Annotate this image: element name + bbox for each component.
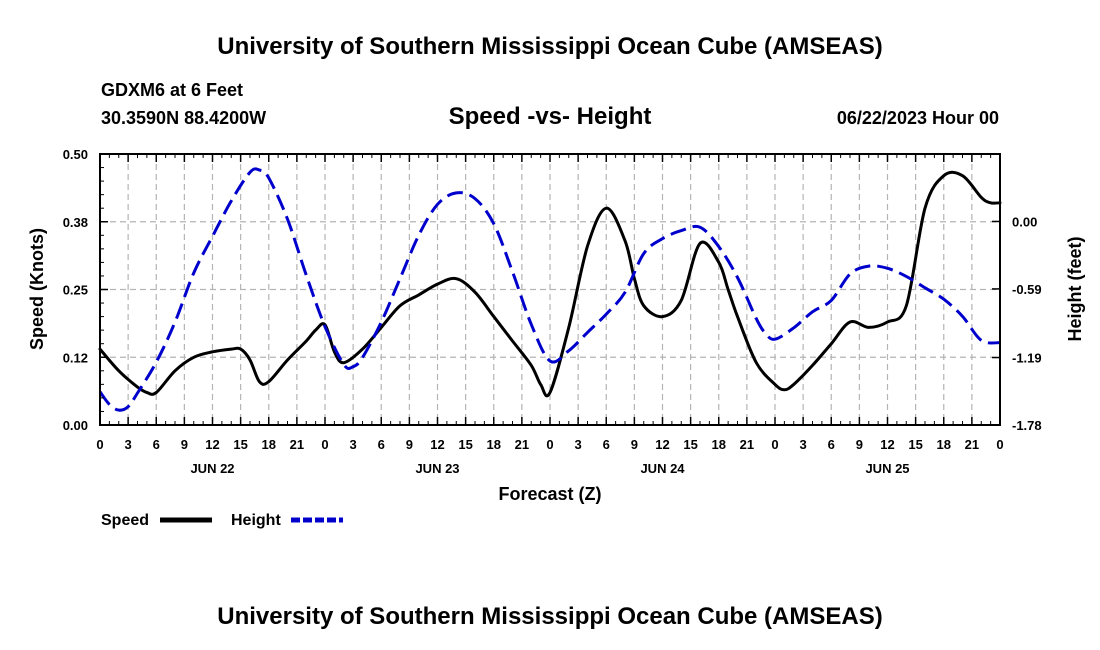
grid-lines (100, 154, 1000, 425)
y-tick-label: 0.38 (63, 215, 88, 230)
series-height-line (98, 167, 1001, 412)
x-tick-label: 15 (683, 437, 697, 452)
station-label: GDXM6 at 6 Feet (101, 80, 243, 100)
series-speed-line (98, 170, 1002, 398)
x-tick-label: 0 (321, 437, 328, 452)
series-layer (98, 167, 1002, 412)
y-tick-label: 0.00 (63, 418, 88, 433)
x-tick-label: 0 (771, 437, 778, 452)
x-tick-label: 12 (430, 437, 444, 452)
x-tick-label: 9 (631, 437, 638, 452)
x-tick-label: 6 (378, 437, 385, 452)
legend: Speed Height (101, 512, 343, 529)
x-tick-label: 21 (740, 437, 754, 452)
x-tick-label: 6 (153, 437, 160, 452)
y2-axis-label: Height (feet) (1065, 237, 1085, 342)
y2-tick-label: -1.19 (1012, 351, 1042, 366)
x-tick-label: 15 (908, 437, 922, 452)
x-tick-label: 18 (937, 437, 951, 452)
x-tick-label: 3 (575, 437, 582, 452)
y-tick-label: 0.50 (63, 147, 88, 162)
axes: 0 3 6 9 12 15 18 21 0 3 6 9 12 15 18 21 0 3 6 9 12 15 18 21 0 3 6 9… (63, 147, 1042, 476)
x-axis-label: Forecast (Z) (498, 484, 601, 504)
y-tick-label: 0.25 (63, 283, 88, 298)
x-tick-label: 12 (205, 437, 219, 452)
x-tick-label: 6 (603, 437, 610, 452)
legend-speed-label: Speed (101, 512, 149, 529)
x-tick-label: 9 (406, 437, 413, 452)
x-tick-label: 0 (96, 437, 103, 452)
legend-height-label: Height (231, 512, 281, 529)
page-title: University of Southern Mississippi Ocean… (217, 33, 882, 60)
x-day-label: JUN 24 (640, 461, 685, 476)
x-tick-label: 3 (125, 437, 132, 452)
x-day-label: JUN 23 (415, 461, 459, 476)
x-day-label: JUN 22 (190, 461, 234, 476)
y-tick-label: 0.12 (63, 350, 88, 365)
x-tick-label: 21 (965, 437, 979, 452)
coordinates-label: 30.3590N 88.4200W (101, 108, 266, 128)
footer-title: University of Southern Mississippi Ocean… (217, 603, 882, 630)
x-tick-label: 6 (828, 437, 835, 452)
x-tick-label: 18 (262, 437, 276, 452)
y2-tick-label: -1.78 (1012, 418, 1042, 433)
x-tick-label: 0 (996, 437, 1003, 452)
x-tick-label: 18 (487, 437, 501, 452)
x-tick-label: 12 (880, 437, 894, 452)
x-tick-label: 15 (458, 437, 472, 452)
x-tick-label: 0 (546, 437, 553, 452)
x-tick-label: 18 (712, 437, 726, 452)
x-day-label: JUN 25 (865, 461, 909, 476)
y-axis-label: Speed (Knots) (27, 228, 47, 350)
x-tick-label: 21 (515, 437, 529, 452)
x-tick-label: 9 (856, 437, 863, 452)
x-tick-label: 3 (350, 437, 357, 452)
x-tick-label: 15 (233, 437, 247, 452)
chart-title: Speed -vs- Height (449, 103, 652, 130)
forecast-datetime: 06/22/2023 Hour 00 (837, 108, 999, 128)
x-tick-label: 12 (655, 437, 669, 452)
y2-tick-label: 0.00 (1012, 214, 1037, 229)
x-tick-label: 21 (290, 437, 304, 452)
x-tick-label: 3 (800, 437, 807, 452)
y2-tick-label: -0.59 (1012, 282, 1042, 297)
x-tick-label: 9 (181, 437, 188, 452)
